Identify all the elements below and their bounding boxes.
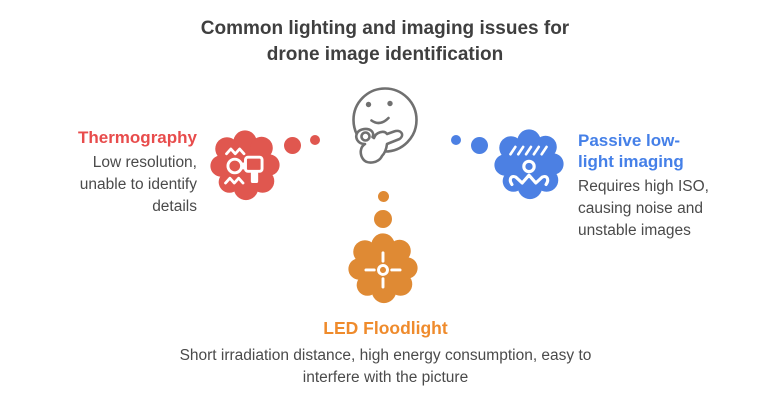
passive-low-light-description: Requires high ISO, causing noise and uns… [578, 178, 709, 239]
led-floodlight-label: LED Floodlight [323, 318, 448, 338]
branch-thermography: Thermography Low resolution, unable to i… [59, 127, 197, 218]
title-line-2: drone image identification [266, 44, 504, 65]
person-under-light-icon [508, 145, 550, 187]
thought-dot [310, 135, 320, 145]
thought-dot [471, 137, 488, 154]
thermography-label: Thermography [77, 128, 197, 147]
passive-low-light-cloud [494, 129, 564, 200]
thought-dot [284, 137, 301, 154]
face-eyes [365, 100, 393, 108]
passive-low-light-label: Passive low-light imaging [578, 131, 684, 171]
led-floodlight-cloud [348, 233, 418, 304]
cloud-blob [494, 129, 564, 200]
thinking-face-icon [352, 87, 418, 164]
title-line-1: Common lighting and imaging issues for [200, 18, 570, 39]
thought-dot [374, 210, 392, 228]
thermal-camera-icon [224, 147, 264, 185]
cloud-blob [348, 233, 418, 304]
thought-dot [451, 135, 461, 145]
led-floodlight-description: Short irradiation distance, high energy … [179, 347, 592, 386]
branch-led-floodlight: LED Floodlight Short irradiation distanc… [168, 318, 603, 389]
thermography-description: Low resolution, unable to identify detai… [79, 154, 197, 215]
branch-passive-low-light: Passive low-light imaging Requires high … [578, 130, 713, 242]
floodlight-crosshair-icon [364, 251, 402, 289]
thermography-cloud [210, 130, 280, 201]
thought-dot [378, 191, 389, 202]
page-title: Common lighting and imaging issues for d… [0, 16, 770, 68]
